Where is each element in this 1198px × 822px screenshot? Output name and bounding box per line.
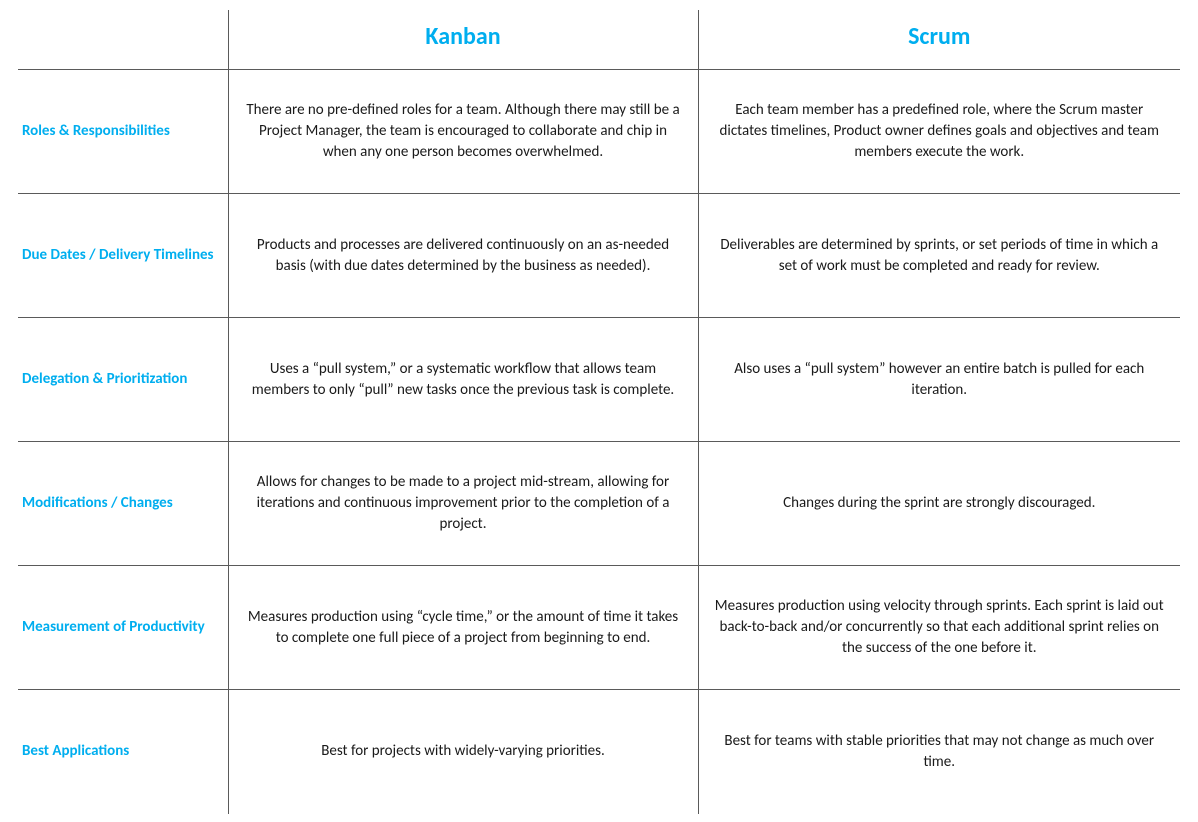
category-cell: Due Dates / Delivery Timelines: [18, 194, 228, 318]
kanban-cell: Allows for changes to be made to a proje…: [228, 442, 698, 566]
kanban-cell: Products and processes are delivered con…: [228, 194, 698, 318]
kanban-cell: Best for projects with widely-varying pr…: [228, 690, 698, 814]
scrum-cell: Measures production using velocity throu…: [698, 566, 1180, 690]
kanban-cell: Uses a “pull system,” or a systematic wo…: [228, 318, 698, 442]
header-scrum: Scrum: [698, 10, 1180, 70]
table-row: Roles & Responsibilities There are no pr…: [18, 70, 1180, 194]
scrum-cell: Deliverables are determined by sprints, …: [698, 194, 1180, 318]
category-cell: Modifications / Changes: [18, 442, 228, 566]
scrum-cell: Each team member has a predefined role, …: [698, 70, 1180, 194]
table-row: Measurement of Productivity Measures pro…: [18, 566, 1180, 690]
header-empty: [18, 10, 228, 70]
scrum-cell: Changes during the sprint are strongly d…: [698, 442, 1180, 566]
category-cell: Delegation & Prioritization: [18, 318, 228, 442]
scrum-cell: Also uses a “pull system” however an ent…: [698, 318, 1180, 442]
header-kanban: Kanban: [228, 10, 698, 70]
scrum-cell: Best for teams with stable priorities th…: [698, 690, 1180, 814]
category-cell: Roles & Responsibilities: [18, 70, 228, 194]
kanban-cell: There are no pre-defined roles for a tea…: [228, 70, 698, 194]
comparison-table: Kanban Scrum Roles & Responsibilities Th…: [18, 10, 1180, 814]
category-cell: Best Applications: [18, 690, 228, 814]
table-row: Best Applications Best for projects with…: [18, 690, 1180, 814]
table-body: Roles & Responsibilities There are no pr…: [18, 70, 1180, 814]
table-header-row: Kanban Scrum: [18, 10, 1180, 70]
category-cell: Measurement of Productivity: [18, 566, 228, 690]
table-row: Delegation & Prioritization Uses a “pull…: [18, 318, 1180, 442]
kanban-cell: Measures production using “cycle time,” …: [228, 566, 698, 690]
table-row: Due Dates / Delivery Timelines Products …: [18, 194, 1180, 318]
table-row: Modifications / Changes Allows for chang…: [18, 442, 1180, 566]
